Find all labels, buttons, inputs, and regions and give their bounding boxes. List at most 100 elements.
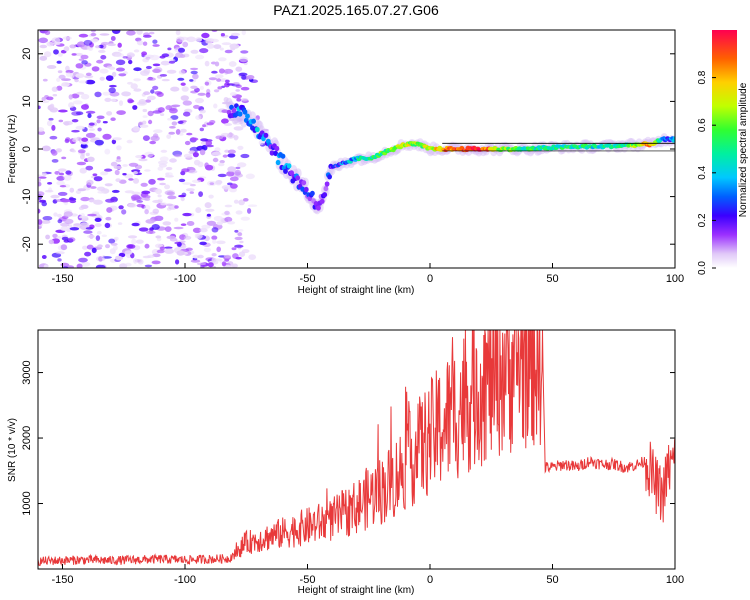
spectrogram-cell [106, 111, 113, 116]
spectrogram-cell [146, 77, 156, 81]
spectrogram-cell [130, 194, 141, 201]
spectrogram-cell [49, 135, 58, 140]
spectrogram-cell [57, 52, 63, 57]
spectrogram-cell [164, 248, 174, 254]
spectrogram-cell [87, 156, 95, 162]
spectrogram-cell [61, 156, 67, 160]
spectrogram-cell [230, 92, 237, 97]
spectrogram-cell [146, 195, 151, 198]
spectrogram-cell [52, 94, 58, 97]
spectrogram-cell [81, 261, 91, 267]
spectrogram-cell [175, 259, 180, 265]
spectrogram-cell [128, 178, 134, 181]
spectrogram-cell [110, 36, 116, 41]
spectrogram-x-tick-label: 100 [666, 273, 684, 285]
spectrogram-cell [38, 177, 41, 183]
spectrogram-cell [225, 79, 230, 83]
spectrogram-cell [245, 173, 255, 180]
spectrogram-cell [117, 222, 123, 225]
spectrogram-cell [90, 137, 100, 140]
spectrogram-cell [104, 168, 113, 172]
spectrogram-cell [110, 98, 117, 102]
spectrogram-cell [80, 196, 90, 202]
spectrogram-cell [102, 133, 112, 140]
figure-title: PAZ1.2025.165.07.27.G06 [273, 2, 439, 18]
spectrogram-cell [211, 253, 217, 257]
spectrogram-cell [301, 180, 307, 186]
spectrogram-cell [69, 196, 74, 201]
spectrogram-cell [204, 60, 210, 67]
spectrogram-cell [96, 119, 101, 124]
spectrogram-y-tick-label: 20 [21, 48, 33, 60]
spectrogram-cell [121, 209, 127, 215]
spectrogram-cell [152, 110, 162, 114]
spectrogram-cell [116, 110, 126, 115]
spectrogram-cell [124, 262, 132, 267]
spectrogram-cell [77, 149, 86, 154]
spectrogram-cell [99, 33, 110, 36]
spectrogram-cell [240, 216, 250, 221]
spectrogram-cell [95, 223, 102, 227]
spectrogram-cell [115, 159, 122, 163]
spectrogram-cell [112, 30, 121, 34]
spectrogram-cell [160, 202, 168, 206]
spectrogram-cell [85, 72, 92, 77]
spectrogram-cell [175, 129, 181, 135]
spectrogram-cell [49, 103, 55, 110]
spectrogram-cell [178, 47, 185, 53]
spectrogram-cell [105, 244, 110, 249]
spectrogram-cell [115, 59, 126, 66]
spectrogram-cell [133, 67, 142, 72]
spectrogram-cell [248, 254, 257, 260]
spectrogram-cell [165, 166, 173, 171]
spectrogram-cell [206, 43, 215, 49]
spectrogram-cell [195, 37, 202, 42]
spectrogram-cell [72, 138, 78, 143]
spectrogram-cell [192, 152, 199, 158]
spectrogram-cell [161, 53, 170, 58]
spectrogram-cell [51, 159, 59, 163]
spectrogram-cell [69, 199, 77, 204]
spectrogram-cell [63, 46, 70, 52]
spectrogram-cell [105, 216, 112, 221]
spectrogram-cell [143, 91, 151, 96]
spectrogram-cell [245, 113, 250, 119]
spectrogram-cell [100, 55, 107, 60]
spectrogram-x-tick-label: 0 [427, 273, 433, 285]
spectrogram-cell [174, 205, 179, 209]
spectrogram-cell [187, 169, 198, 174]
spectrogram-cell [227, 221, 236, 225]
spectrogram-cell [239, 56, 249, 63]
spectrogram-cell [195, 97, 204, 104]
spectrogram-cell [41, 201, 47, 207]
spectrogram-cell [117, 42, 122, 48]
spectrogram-cell [85, 110, 96, 114]
spectrogram-cell [217, 86, 223, 90]
spectrogram-cell [197, 161, 204, 168]
spectrogram-cell [87, 234, 96, 239]
spectrogram-cell [66, 72, 72, 77]
spectrogram-cell [310, 190, 315, 196]
spectrogram-cell [192, 73, 199, 80]
spectrogram-cell [219, 47, 224, 51]
spectrogram-cell [170, 86, 180, 92]
spectrogram-cell [115, 53, 124, 58]
spectrogram-cell [141, 51, 148, 56]
spectrogram-cell [82, 245, 88, 250]
spectrogram-cell [204, 162, 209, 169]
spectrogram-cell [76, 91, 85, 95]
spectrogram-cell [47, 182, 53, 185]
spectrogram-cell [132, 178, 140, 184]
spectrogram-cell [143, 204, 151, 211]
spectrogram-cell [57, 258, 62, 262]
spectrogram-cell [53, 49, 59, 55]
spectrogram-cell [226, 132, 235, 139]
spectrogram-cell [182, 212, 192, 217]
snr-y-tick-label: 3000 [21, 360, 33, 384]
spectrogram-cell [229, 183, 238, 189]
spectrogram-cell [178, 70, 186, 75]
spectrogram-cell [131, 222, 140, 227]
spectrogram-cell [74, 52, 83, 57]
spectrogram-cell [128, 162, 139, 167]
